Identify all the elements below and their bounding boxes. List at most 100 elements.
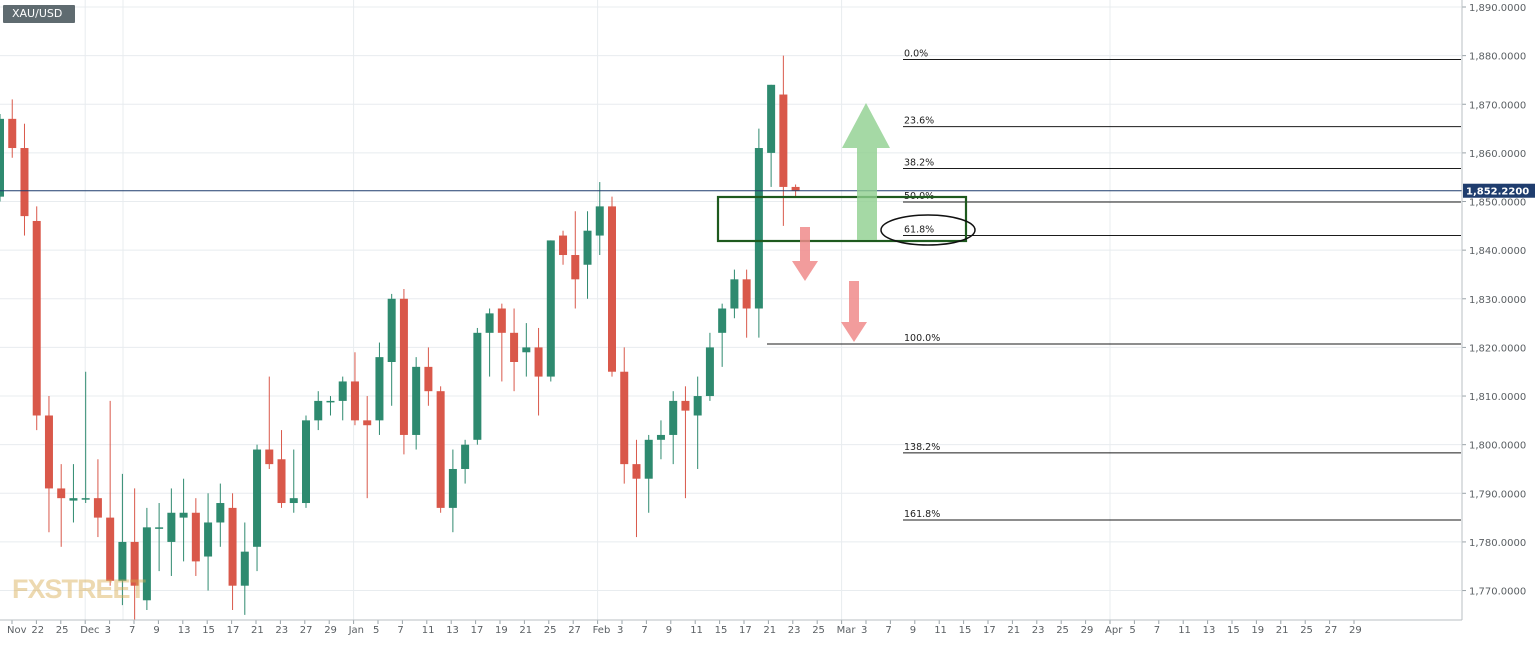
candle-body [81,498,90,500]
y-tick-label: 1,850.0000 [1469,198,1526,209]
candle-body [326,400,335,403]
x-tick-label: 29 [324,625,337,636]
y-tick-label: 1,820.0000 [1469,343,1526,354]
x-tick-label: 11 [1178,625,1191,636]
x-tick-label: 7 [129,625,135,636]
x-tick-label: 15 [715,625,728,636]
y-tick-label: 1,840.0000 [1469,246,1526,257]
candle-body [767,84,776,153]
x-tick-label: Apr [1105,625,1123,636]
candle-body [497,308,506,333]
x-tick-label: 27 [300,625,313,636]
fib-label: 61.8% [904,225,934,236]
candle-body [363,420,372,426]
fib-label: 38.2% [904,157,934,168]
candle-body [20,148,29,217]
candle-body [754,148,763,309]
fib-label: 161.8% [904,509,940,520]
fib-label: 23.6% [904,116,934,127]
candle-body [656,434,665,440]
candle-body [399,298,408,435]
x-tick-label: 13 [446,625,459,636]
x-tick-label: 11 [934,625,947,636]
x-tick-label: Feb [593,625,611,636]
candle-body [302,420,310,504]
candle-body [240,551,249,586]
x-tick-label: 17 [739,625,752,636]
candle-body [632,464,641,479]
x-tick-label: 7 [1154,625,1160,636]
candle-body [0,118,4,197]
x-tick-label: 15 [202,625,215,636]
x-tick-label: 19 [495,625,508,636]
candle-body [583,230,592,265]
x-tick-label: 19 [1251,625,1264,636]
y-tick-label: 1,880.0000 [1469,52,1526,63]
fib-618-ellipse [880,214,976,246]
x-tick-label: 5 [1129,625,1135,636]
x-tick-label: 27 [568,625,581,636]
candle-body [277,459,286,504]
arrow-down-icon [841,281,867,342]
candle-body [167,512,176,542]
candle-body [791,186,800,191]
x-tick-label: 21 [1007,625,1020,636]
candle-body [387,298,396,362]
candle-body [595,206,604,236]
x-tick-label: 23 [275,625,288,636]
fibonacci-levels: 0.0%23.6%38.2%50.0%61.8%100.0%138.2%161.… [767,49,1461,521]
candle-body [742,279,751,309]
y-tick-label: 1,870.0000 [1469,100,1526,111]
candle-body [253,449,262,547]
fib-label: 0.0% [904,49,928,60]
x-tick-label: 3 [861,625,867,636]
candle-body [216,503,225,523]
candle-body [265,449,274,465]
candle-body [522,347,531,353]
candle-body [534,347,543,377]
x-tick-label: 5 [373,625,379,636]
support-zone-box [716,195,968,243]
watermark-logo: FXSTREET [12,574,146,604]
x-tick-label: 3 [105,625,111,636]
candle-body [546,240,555,377]
candle-body [681,400,690,411]
symbol-badge[interactable]: XAU/USD [3,5,75,23]
candle-body [485,313,494,333]
arrow-up-icon [842,103,890,240]
candle-body [191,512,200,562]
candle-body [93,498,102,518]
candle-body [436,391,445,508]
candle-body [620,371,629,465]
candle-body [608,206,616,372]
x-tick-label: 15 [1227,625,1240,636]
x-tick-label: 9 [666,625,672,636]
x-tick-label: 3 [617,625,623,636]
candle-body [228,507,237,586]
x-tick-label: Dec [80,625,99,636]
candle-body [338,381,347,401]
x-tick-label: 15 [959,625,972,636]
x-tick-label: 27 [1325,625,1338,636]
y-tick-label: 1,770.0000 [1469,587,1526,598]
candle-body [32,220,41,416]
x-tick-label: 17 [983,625,996,636]
candle-body [559,235,568,256]
x-tick-label: 25 [1056,625,1069,636]
candle-body [669,400,678,435]
fib-label: 138.2% [904,442,940,453]
candle-body [155,527,164,529]
x-tick-label: 25 [812,625,825,636]
x-tick-label: 23 [1032,625,1045,636]
x-tick-label: 9 [910,625,916,636]
last-price-tag [1463,183,1535,198]
candle-body [106,517,115,581]
candle-body [730,279,739,309]
candle-body [779,94,788,187]
grid-lines [0,0,1461,620]
fib-label: 100.0% [904,333,940,344]
candle-body [375,357,384,421]
x-tick-label: 21 [251,625,264,636]
candle-body [705,347,714,397]
